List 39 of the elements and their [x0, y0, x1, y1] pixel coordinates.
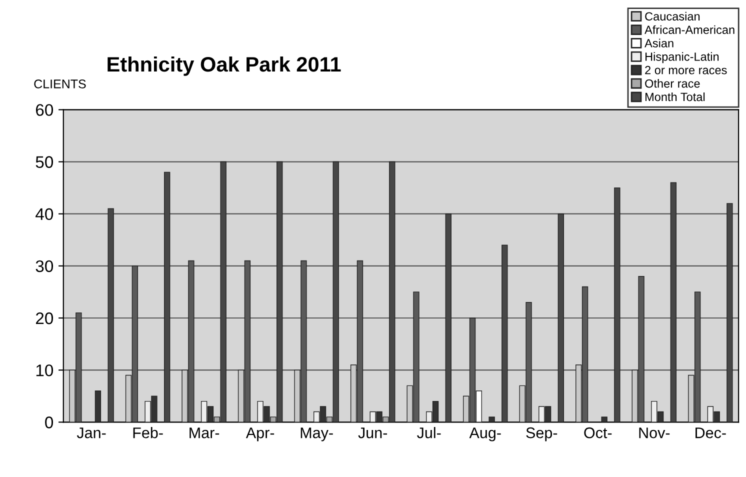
bar — [488, 416, 495, 422]
x-tick-label: Dec- — [696, 428, 726, 438]
x-tick-label: Apr- — [246, 428, 274, 442]
chart-title: Ethnicity Oak Park 2011 — [108, 56, 341, 76]
bar — [558, 214, 564, 422]
x-tick-label: Feb- — [133, 427, 163, 438]
bar — [502, 244, 508, 422]
legend-label: 2 or more races — [645, 66, 727, 74]
legend-label: Asian — [644, 38, 674, 48]
y-axis-title: CLIENTS — [34, 80, 86, 88]
x-tick-label: Jun- — [358, 428, 388, 438]
x-tick-label: Jul- — [417, 427, 441, 438]
bar — [614, 187, 620, 422]
x-tick-label: Mar- — [190, 428, 220, 438]
bar — [445, 214, 452, 422]
x-tick-label: Sep- — [526, 427, 558, 442]
bar — [164, 172, 170, 422]
legend-label: Hispanic-Latin — [646, 52, 719, 64]
y-tick-label: 0 — [45, 416, 54, 428]
x-tick-label: Aug- — [469, 428, 501, 442]
y-tick-label: 10 — [36, 364, 54, 376]
y-tick-label: 30 — [36, 260, 54, 272]
bar — [108, 208, 114, 422]
y-tick-label: 50 — [36, 156, 54, 168]
y-tick-label: 60 — [36, 104, 54, 116]
legend-label: Caucasian — [645, 12, 700, 21]
x-tick-label: May- — [300, 428, 333, 442]
bar — [601, 416, 608, 422]
legend-label: Month Total — [646, 92, 705, 102]
legend-label: Other race — [645, 79, 700, 88]
y-tick-label: 20 — [36, 312, 54, 324]
bar — [726, 203, 733, 422]
x-tick-label: Nov- — [639, 428, 670, 438]
x-tick-label: Jan- — [76, 428, 106, 438]
x-tick-label: Oct- — [584, 427, 612, 438]
bar — [670, 182, 677, 422]
legend-label: African-American — [644, 25, 734, 34]
bar — [94, 390, 102, 422]
y-tick-label: 40 — [36, 208, 54, 220]
